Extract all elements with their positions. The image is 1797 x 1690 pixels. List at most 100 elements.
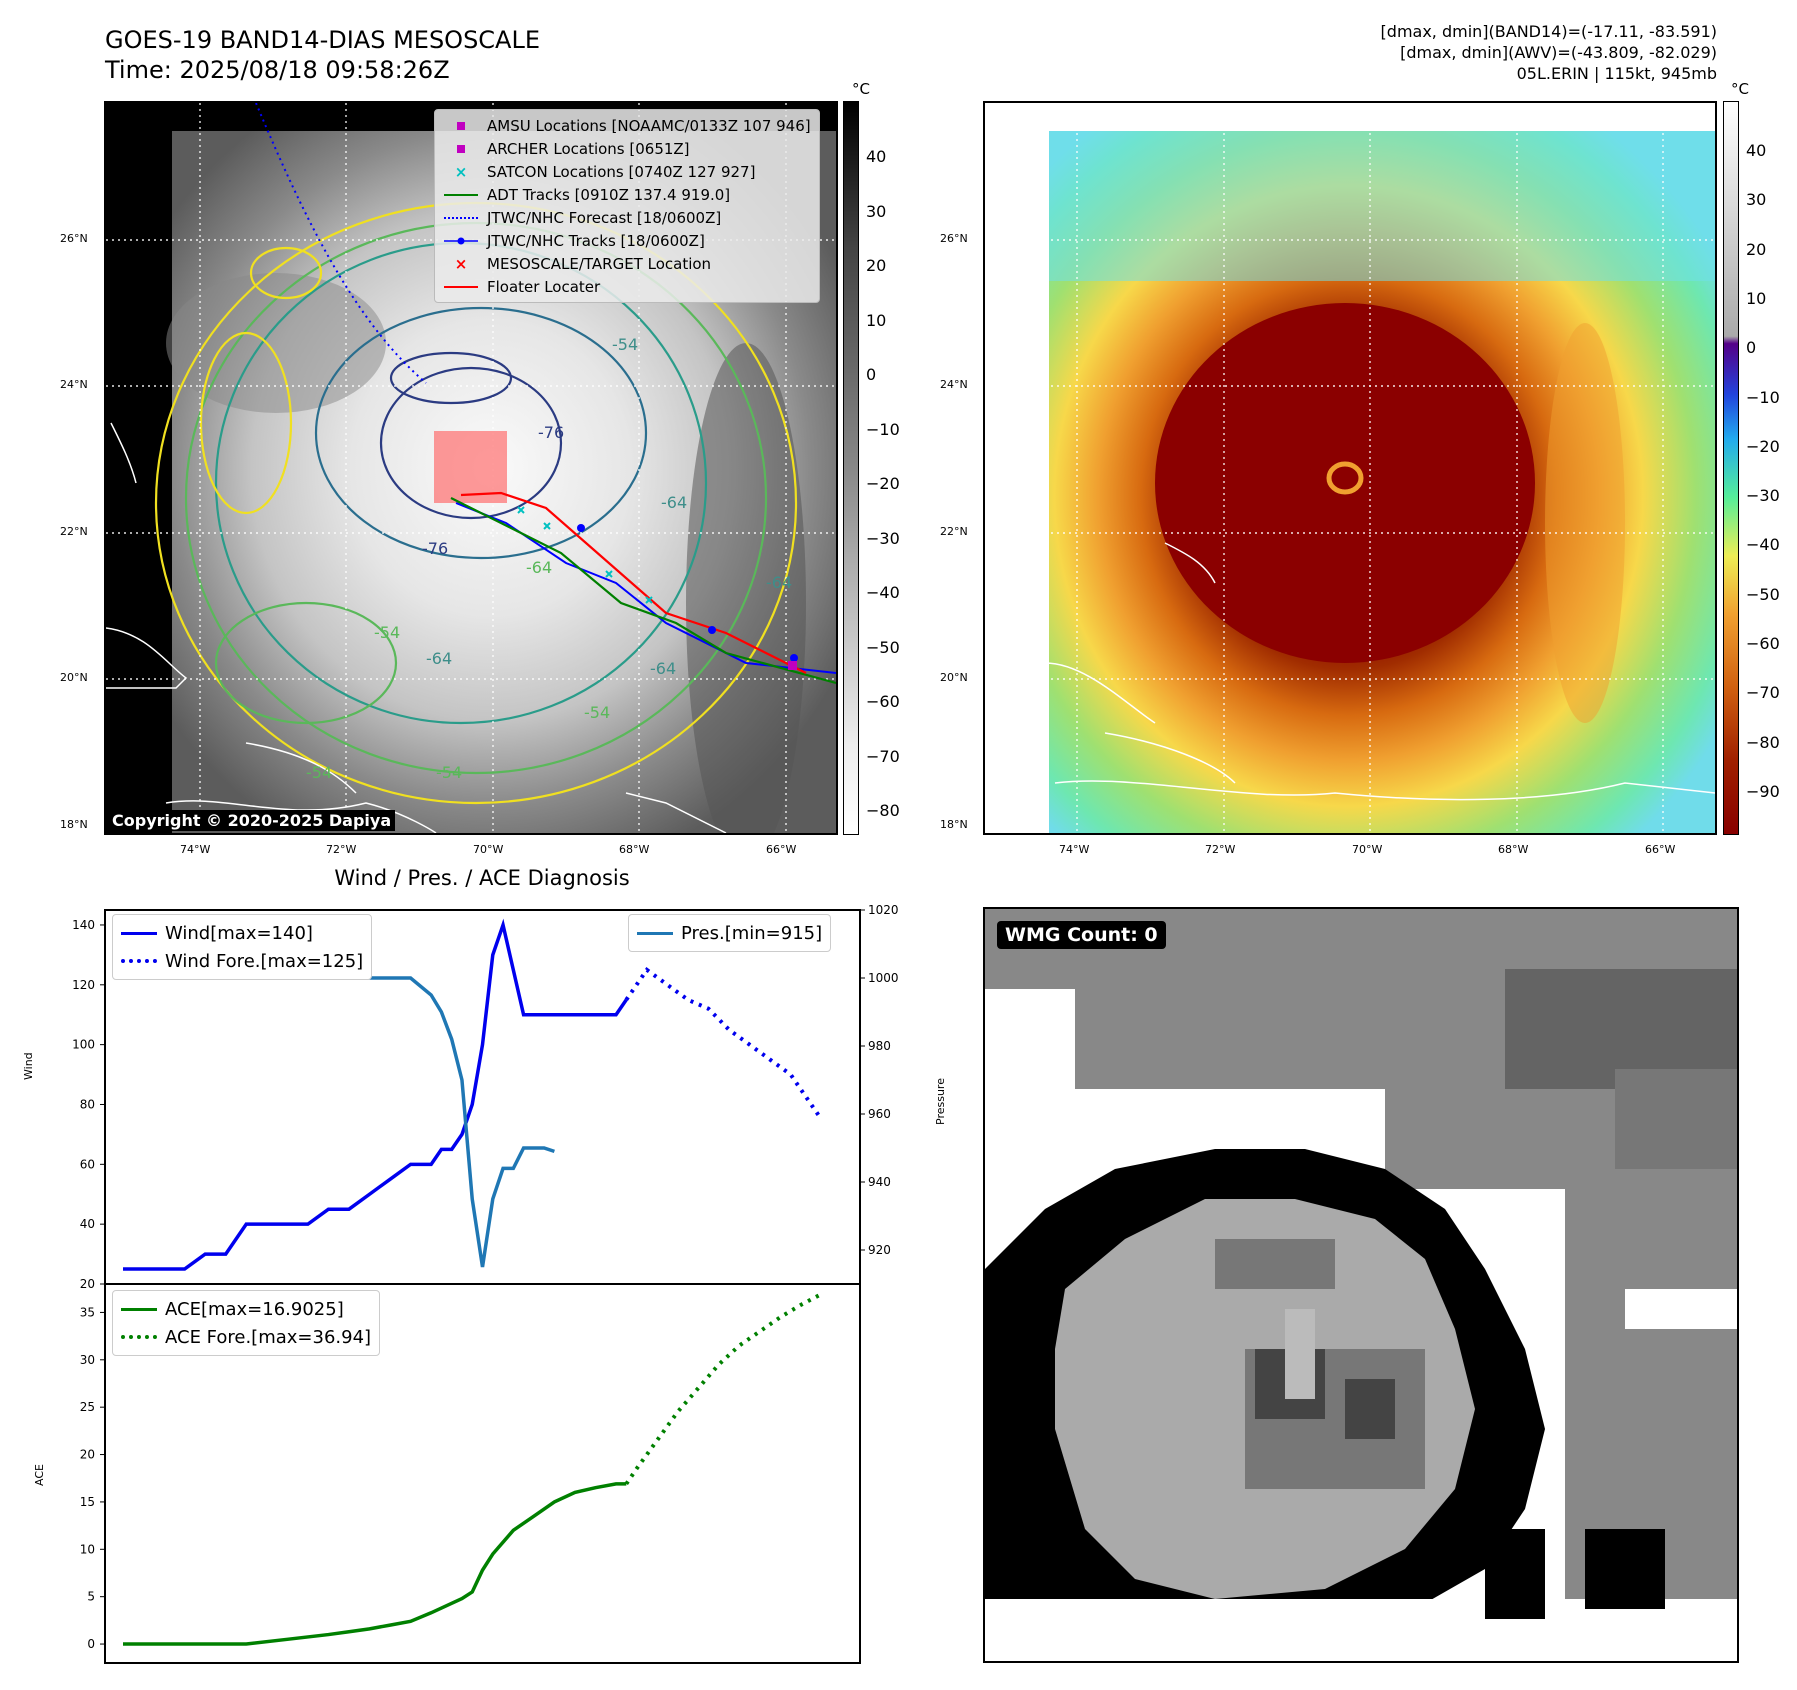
lat-label: 18°N [60, 818, 88, 831]
grayscale-ir-map: -54 -76 -64 -76 -64 -64 -54 -64 -64 -54 … [104, 101, 838, 835]
lon-label: 74°W [1059, 843, 1090, 856]
pressure-tick-label: 1020 [868, 903, 899, 917]
wmg-image [985, 909, 1737, 1661]
colorbar-tick-label: −10 [866, 419, 900, 439]
lat-label: 24°N [60, 378, 88, 391]
legend-item-tracks: JTWC/NHC Tracks [18/0600Z] [443, 229, 811, 252]
contour-label: -64 [526, 558, 553, 577]
info-awv: [dmax, dmin](AWV)=(-43.809, -82.029) [1400, 43, 1717, 62]
wind-tick-label: 100 [72, 1038, 95, 1052]
colorbar-tick-label: −60 [866, 692, 900, 711]
colorbar-tick-label: −80 [1746, 732, 1780, 752]
contour-label: -64 [661, 493, 688, 512]
colorbar-tick-label: 10 [1746, 288, 1767, 308]
wind-legend: Wind[max=140] Wind Fore.[max=125] [112, 914, 373, 980]
ace-tick-label: 35 [80, 1305, 95, 1319]
colorbar-tick-label: −40 [866, 583, 900, 602]
contour-label: -64 [426, 649, 453, 668]
legend-item-wind: Wind[max=140] [121, 919, 363, 947]
diagnosis-title: Wind / Pres. / ACE Diagnosis [334, 866, 630, 890]
legend-item-ace: ACE[max=16.9025] [121, 1295, 371, 1323]
chart-time: Time: 2025/08/18 09:58:26Z [105, 56, 450, 84]
lon-label: 72°W [1205, 843, 1236, 856]
colorbar-tick-label: 10 [866, 310, 887, 330]
diagnosis-chart: 1401201008060402010201000980960940920353… [72, 903, 899, 1664]
wind-tick-label: 40 [80, 1217, 95, 1231]
lat-label: 24°N [940, 378, 968, 391]
pressure-tick-label: 940 [868, 1175, 891, 1189]
pressure-tick-label: 920 [868, 1243, 891, 1257]
lon-label: 68°W [1498, 843, 1529, 856]
wind-tick-label: 60 [80, 1157, 95, 1171]
contour-label: -76 [538, 423, 565, 442]
ace-axis-label: ACE [33, 1464, 46, 1486]
legend-item-wind-forecast: Wind Fore.[max=125] [121, 947, 363, 975]
colorbar-tick-label: −10 [1746, 387, 1780, 407]
color-ir-map [983, 101, 1717, 835]
lat-label: 22°N [940, 525, 968, 538]
legend-item-archer: ARCHER Locations [0651Z] [443, 137, 811, 160]
wind-forecast-line [624, 967, 824, 1121]
contour-label: -54 [612, 335, 639, 354]
colorbar-tick-label: 20 [866, 256, 887, 275]
colorbar-tick-label: 40 [866, 147, 887, 166]
wmg-count-badge: WMG Count: 0 [997, 921, 1166, 949]
colorbar-tick-label: −20 [1746, 436, 1780, 456]
ace-tick-label: 25 [80, 1400, 95, 1414]
colorbar-tick-label: 30 [1746, 190, 1767, 210]
colorbar-tick-label: −30 [866, 528, 900, 548]
wind-tick-label: 120 [72, 978, 95, 992]
wmg-panel: WMG Count: 0 [983, 907, 1739, 1663]
map-legend: AMSU Locations [NOAAMC/0133Z 107 946] AR… [434, 109, 820, 303]
color-colorbar [1723, 101, 1739, 835]
info-storm: 05L.ERIN | 115kt, 945mb [1516, 64, 1717, 83]
contour-label: -54 [436, 763, 463, 782]
colorbar-tick-label: −80 [866, 801, 900, 820]
chart-title: GOES-19 BAND14-DIAS MESOSCALE [105, 26, 541, 54]
legend-item-pressure: Pres.[min=915] [637, 919, 822, 947]
pressure-axis-label: Pressure [934, 1078, 947, 1125]
floater-box [434, 431, 507, 503]
colorbar-tick-label: −70 [866, 746, 900, 766]
colorbar-tick-label: −70 [1746, 683, 1780, 703]
colorbar-tick-label: −30 [1746, 486, 1780, 506]
ace-tick-label: 5 [87, 1590, 95, 1604]
colorbar-tick-label: 20 [1746, 239, 1767, 259]
ace-tick-label: 30 [80, 1353, 95, 1367]
colorbar-tick-label: 30 [866, 201, 887, 221]
wind-axis-label: Wind [22, 1052, 35, 1080]
ace-tick-label: 20 [80, 1448, 95, 1462]
info-band14: [dmax, dmin](BAND14)=(-17.11, -83.591) [1380, 22, 1717, 41]
lon-label: 72°W [326, 843, 357, 856]
lat-label: 18°N [940, 818, 968, 831]
pressure-tick-label: 1000 [868, 971, 899, 985]
colorbar-tick-label: −90 [1746, 781, 1780, 801]
colorbar-tick-label: −60 [1746, 634, 1780, 653]
contour-label: -64 [766, 573, 793, 592]
lat-label: 26°N [60, 232, 88, 245]
ace-tick-label: 0 [87, 1637, 95, 1651]
legend-item-ace-forecast: ACE Fore.[max=36.94] [121, 1323, 371, 1351]
colorbar-tick-label: 0 [866, 365, 877, 384]
wind-tick-label: 20 [80, 1277, 95, 1291]
lon-label: 74°W [180, 843, 211, 856]
contour-label: -64 [650, 659, 677, 678]
contour-label: -76 [422, 539, 449, 558]
legend-item-floater: Floater Locater [443, 275, 811, 298]
ace-tick-label: 10 [80, 1542, 95, 1556]
legend-item-satcon: × SATCON Locations [0740Z 127 927] [454, 162, 756, 181]
lat-label: 22°N [60, 525, 88, 538]
contour-label: -54 [584, 703, 611, 722]
legend-item-amsu: AMSU Locations [NOAAMC/0133Z 107 946] [443, 114, 811, 137]
colorbar-tick-label: −50 [866, 637, 900, 657]
pressure-tick-label: 960 [868, 1107, 891, 1121]
wind-tick-label: 80 [80, 1097, 95, 1111]
ace-forecast-line [624, 1292, 823, 1486]
copyright: Copyright © 2020-2025 Dapiya [108, 810, 396, 831]
colorbar-tick-label: −20 [866, 474, 900, 493]
lat-label: 26°N [940, 232, 968, 245]
lon-label: 70°W [473, 843, 504, 856]
legend-item-target: × MESOSCALE/TARGET Location [454, 254, 712, 273]
ace-line [123, 1482, 627, 1646]
wind-tick-label: 140 [72, 918, 95, 932]
